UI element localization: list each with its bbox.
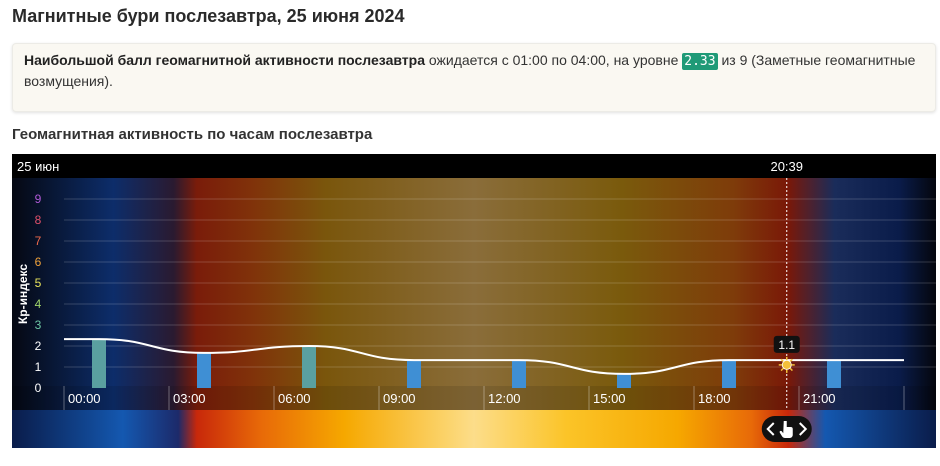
hand-pointer-icon — [779, 421, 793, 438]
kp-bar — [617, 373, 631, 388]
kp-bar — [827, 360, 841, 388]
bars — [92, 339, 841, 388]
kp-bar — [92, 339, 106, 388]
page-title: Магнитные бури послезавтра, 25 июня 2024 — [12, 6, 405, 26]
y-ticks: 0 1 2 3 4 5 6 7 8 9 — [35, 192, 42, 395]
kp-bar — [512, 360, 526, 388]
current-time-label: 20:39 — [770, 159, 803, 174]
kp-bar — [722, 360, 736, 388]
scroll-handle[interactable] — [761, 416, 812, 442]
x-ticks: 00:00 03:00 06:00 09:00 12:00 15:00 18:00 21:00 — [63, 386, 905, 410]
y-tick-label: 9 — [35, 192, 42, 206]
y-tick-label: 0 — [35, 381, 42, 395]
kp-bar — [302, 346, 316, 388]
y-tick-label: 1 — [35, 360, 42, 374]
kp-value-badge: 2.33 — [682, 53, 718, 70]
y-tick-label: 2 — [35, 339, 42, 353]
x-tick-label: 06:00 — [278, 391, 311, 406]
x-tick-label: 03:00 — [173, 391, 206, 406]
sun-icon — [778, 356, 795, 373]
chart-top-strip — [12, 154, 936, 178]
kp-bar — [407, 360, 421, 388]
y-tick-label: 7 — [35, 234, 42, 248]
current-value-bg — [773, 335, 800, 353]
sun-core — [781, 359, 792, 370]
x-tick-label: 12:00 — [488, 391, 521, 406]
y-tick-label: 5 — [35, 276, 42, 290]
chart-subtitle: Геомагнитная активность по часам послеза… — [12, 126, 373, 143]
x-tick-label: 00:00 — [68, 391, 101, 406]
y-tick-label: 4 — [35, 297, 42, 311]
info-bold-text: Наибольшой балл геомагнитной активности … — [24, 52, 425, 68]
current-value-label: 1.1 — [778, 338, 795, 352]
chevron-right-icon[interactable] — [799, 422, 808, 436]
y-tick-label: 6 — [35, 255, 42, 269]
x-tick-label: 18:00 — [698, 391, 731, 406]
y-tick-label: 8 — [35, 213, 42, 227]
info-text-2: из 9 (Заметные геомагнитные возмущения). — [24, 52, 916, 89]
kp-chart: 0 1 2 3 4 5 6 7 8 9 00:00 03:00 06:00 09:00 12:00 15:0… — [12, 154, 936, 448]
y-tick-label: 3 — [35, 318, 42, 332]
x-axis-band — [12, 386, 936, 410]
x-tick-label: 21:00 — [803, 391, 836, 406]
kp-trend-line — [63, 338, 904, 375]
daylight-background — [12, 178, 936, 410]
chevron-left-icon[interactable] — [766, 422, 775, 436]
x-tick-label: 09:00 — [383, 391, 416, 406]
current-time-marker: 20:39 1.1 — [770, 159, 803, 410]
date-label: 25 июн — [17, 159, 59, 174]
info-text-1: ожидается с 01:00 по 04:00, на уровне — [424, 52, 683, 68]
kp-bar — [197, 352, 211, 388]
x-tick-label: 15:00 — [593, 391, 626, 406]
y-axis-label: Кр-индекс — [16, 264, 30, 324]
info-box: Наибольшой балл геомагнитной активности … — [12, 43, 936, 112]
